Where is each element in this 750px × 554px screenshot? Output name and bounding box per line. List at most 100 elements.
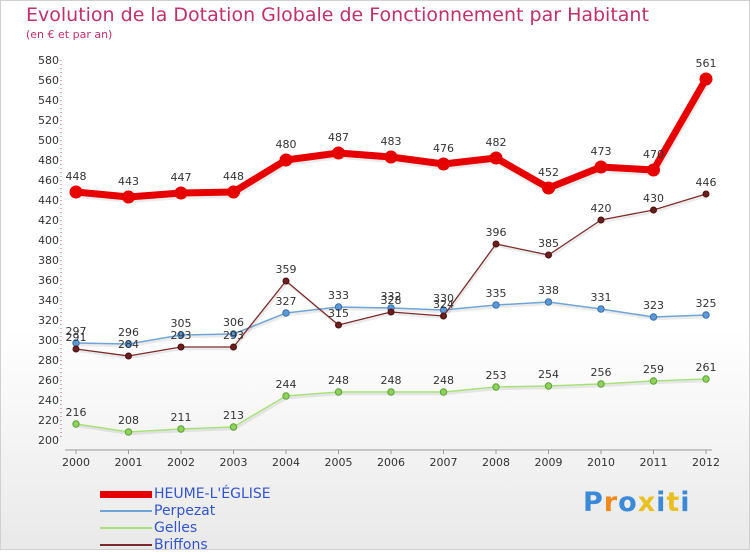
- data-label: 443: [118, 175, 139, 188]
- data-point: [597, 305, 605, 313]
- y-tick-label: 300: [38, 334, 59, 347]
- legend-label: HEUME-L'ÉGLISE: [154, 486, 271, 502]
- data-point: [545, 251, 552, 259]
- data-label: 333: [328, 289, 349, 302]
- data-point: [124, 340, 133, 348]
- data-point: [387, 388, 395, 396]
- data-point: [282, 309, 290, 317]
- data-point: [177, 331, 185, 339]
- data-label: 446: [696, 176, 717, 189]
- legend-swatch: [100, 490, 152, 498]
- data-point: [702, 190, 710, 198]
- legend-swatch: [100, 544, 152, 546]
- data-point: [699, 72, 713, 86]
- data-label: 487: [328, 131, 349, 144]
- legend-label: Gelles: [154, 520, 198, 536]
- data-point: [334, 388, 343, 396]
- data-point: [650, 206, 657, 214]
- chart-title: Evolution de la Dotation Globale de Fonc…: [26, 4, 649, 26]
- y-tick-label: 440: [38, 194, 59, 207]
- series-layer: [69, 72, 713, 436]
- y-tick-label: 320: [38, 314, 59, 327]
- y-tick-label: 500: [38, 134, 59, 147]
- y-tick-label: 560: [38, 74, 59, 87]
- data-label: 216: [66, 406, 87, 419]
- data-point: [174, 186, 188, 200]
- x-tick-label: 2012: [692, 456, 720, 469]
- data-label: 296: [118, 326, 139, 339]
- data-point: [335, 321, 342, 329]
- legend-swatch: [100, 510, 152, 512]
- data-point: [489, 151, 503, 165]
- data-point: [649, 377, 658, 385]
- logo-letter: i: [680, 487, 691, 518]
- y-tick-label: 540: [38, 94, 59, 107]
- y-tick-label: 240: [38, 394, 59, 407]
- data-point: [387, 308, 395, 316]
- data-label: 420: [591, 202, 612, 215]
- x-tick-label: 2001: [115, 456, 143, 469]
- y-axis-tick-labels: 200 220 240 260 280 300 320 340 360 380 400 420 440 4…: [38, 54, 59, 447]
- legend-swatch: [100, 527, 152, 529]
- data-label: 448: [223, 170, 244, 183]
- y-tick-label: 260: [38, 374, 59, 387]
- data-point: [702, 311, 710, 319]
- logo-letter: o: [618, 487, 638, 518]
- logo-letter: r: [603, 487, 619, 518]
- logo-letter: x: [637, 487, 657, 518]
- data-label: 291: [66, 331, 87, 344]
- data-point: [124, 428, 133, 436]
- x-tick-label: 2006: [377, 456, 405, 469]
- y-tick-label: 220: [38, 414, 59, 427]
- data-label: 324: [433, 298, 454, 311]
- data-label: 259: [643, 363, 664, 376]
- data-label: 359: [276, 263, 297, 276]
- data-point: [492, 240, 500, 248]
- data-label: 332: [381, 290, 402, 303]
- data-point: [594, 160, 608, 174]
- x-axis-tick-labels: 2000 2001 2002 2003 2004 2005 2006 2007 2008 2009…: [62, 456, 720, 469]
- data-label: 396: [486, 226, 507, 239]
- data-label: 331: [591, 291, 612, 304]
- x-tick-label: 2010: [587, 456, 615, 469]
- data-point: [69, 185, 83, 199]
- proxiti-logo: Proxiti: [583, 487, 691, 518]
- data-point: [544, 382, 553, 390]
- data-label: 328: [381, 294, 402, 307]
- x-tick-label: 2005: [325, 456, 353, 469]
- x-tick-label: 2003: [220, 456, 248, 469]
- data-label: 323: [643, 299, 664, 312]
- logo-letter: t: [666, 487, 681, 518]
- y-tick-label: 280: [38, 354, 59, 367]
- logo-letter: P: [583, 487, 604, 518]
- y-tick-label: 400: [38, 234, 59, 247]
- data-label: 293: [223, 329, 244, 342]
- y-tick-label: 580: [38, 54, 59, 67]
- data-label: 315: [328, 307, 349, 320]
- data-label: 447: [171, 171, 192, 184]
- y-tick-label: 460: [38, 174, 59, 187]
- legend-label: Briffons: [154, 537, 208, 553]
- data-point: [122, 190, 135, 204]
- data-point: [439, 388, 448, 396]
- data-label: 482: [486, 136, 507, 149]
- data-point: [437, 157, 450, 171]
- x-tick-label: 2007: [430, 456, 458, 469]
- data-label: 470: [643, 148, 664, 161]
- data-point: [702, 375, 710, 383]
- data-point: [440, 312, 447, 320]
- data-point: [177, 343, 185, 351]
- chart-subtitle: (en € et par an): [26, 28, 113, 41]
- y-tick-label: 480: [38, 154, 59, 167]
- data-label: 473: [591, 145, 612, 158]
- data-point: [229, 423, 238, 431]
- data-label: 327: [276, 295, 297, 308]
- x-tick-label: 2002: [167, 456, 195, 469]
- data-point: [492, 383, 500, 391]
- data-point: [230, 343, 237, 351]
- data-point: [177, 425, 185, 433]
- x-tick-label: 2011: [640, 456, 668, 469]
- data-label: 256: [591, 366, 612, 379]
- data-label: 253: [486, 369, 507, 382]
